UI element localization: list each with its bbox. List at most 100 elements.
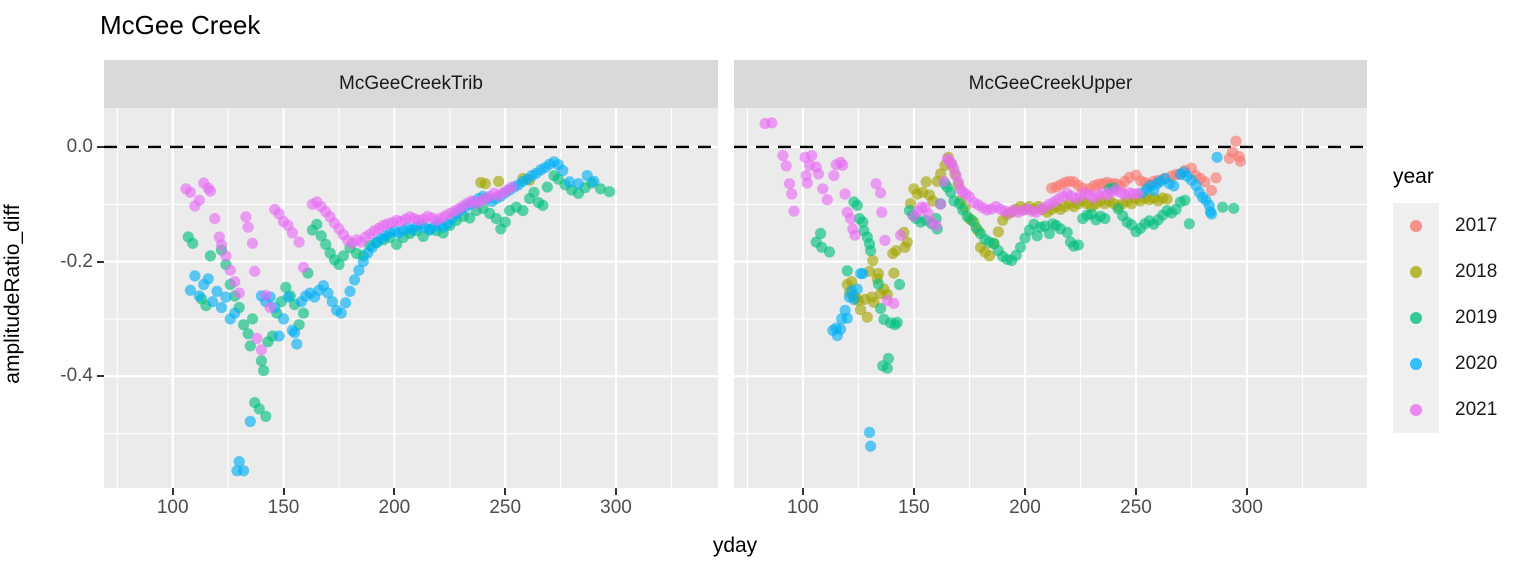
legend-dot-icon xyxy=(1410,266,1422,278)
data-point-2018 xyxy=(1161,193,1173,205)
data-point-2019 xyxy=(594,183,607,195)
data-point-2021 xyxy=(184,186,196,198)
data-point-2019 xyxy=(603,186,615,198)
data-point-2021 xyxy=(229,276,241,288)
data-point-2021 xyxy=(876,206,888,218)
data-point-2021 xyxy=(783,178,796,190)
data-point-2019 xyxy=(255,355,267,367)
legend-label: 2021 xyxy=(1455,399,1498,420)
facet-strip-left-label: McGeeCreekTrib xyxy=(339,73,483,94)
data-point-2019 xyxy=(851,199,863,211)
data-point-2021 xyxy=(879,234,891,246)
data-point-2021 xyxy=(220,250,232,262)
data-point-2020 xyxy=(1168,180,1180,192)
data-point-2020 xyxy=(1204,206,1216,218)
data-point-2021 xyxy=(193,194,205,206)
data-point-2019 xyxy=(490,213,502,225)
scatter-panel-trib xyxy=(104,108,718,488)
data-point-2021 xyxy=(780,160,792,172)
data-point-2020 xyxy=(189,270,201,282)
y-tick-label: 0.0 xyxy=(66,135,93,157)
legend-dot-icon xyxy=(1410,220,1422,232)
data-point-2021 xyxy=(249,265,261,277)
data-point-2019 xyxy=(333,258,345,271)
data-point-2020 xyxy=(273,330,285,342)
legend-key xyxy=(1393,295,1439,341)
data-point-2021 xyxy=(839,188,851,200)
data-point-2019 xyxy=(1217,201,1229,213)
data-point-2021 xyxy=(766,117,778,129)
data-point-2021 xyxy=(788,205,800,217)
data-point-2017 xyxy=(1234,155,1246,167)
data-point-2019 xyxy=(187,237,199,249)
y-tick-mark xyxy=(97,145,104,148)
data-point-2019 xyxy=(1031,230,1043,242)
x-tick-label: 100 xyxy=(156,497,189,518)
data-point-2019 xyxy=(1061,226,1073,238)
x-tick-label: 150 xyxy=(898,497,930,518)
facet-strip-right: McGeeCreekUpper xyxy=(734,60,1367,108)
facet-strip-left: McGeeCreekTrib xyxy=(104,60,718,108)
data-point-2021 xyxy=(806,150,818,162)
data-point-2019 xyxy=(945,186,957,198)
data-point-2020 xyxy=(857,268,869,280)
data-point-2020 xyxy=(348,274,361,286)
data-point-2018 xyxy=(920,176,932,188)
data-point-2019 xyxy=(253,403,265,415)
data-point-2021 xyxy=(895,229,907,241)
data-point-2019 xyxy=(499,216,511,228)
data-point-2021 xyxy=(297,261,310,273)
data-point-2017 xyxy=(1210,172,1222,184)
legend-dot-icon xyxy=(1410,404,1422,416)
data-point-2020 xyxy=(835,323,847,335)
data-point-2020 xyxy=(572,178,584,190)
data-point-2019 xyxy=(1099,213,1111,225)
data-point-2020 xyxy=(326,296,338,308)
legend-key xyxy=(1393,203,1439,249)
x-tick-label: 300 xyxy=(600,497,632,518)
data-point-2019 xyxy=(464,212,476,224)
data-point-2018 xyxy=(983,250,995,262)
data-point-2019 xyxy=(815,227,827,240)
panel-svg xyxy=(104,108,718,488)
x-tick-mark xyxy=(912,488,915,495)
data-point-2021 xyxy=(246,237,259,249)
plot-title: McGee Creek xyxy=(100,10,261,40)
data-point-2020 xyxy=(563,176,576,188)
x-tick-label: 250 xyxy=(489,497,522,518)
data-point-2017 xyxy=(1230,135,1242,147)
data-point-2019 xyxy=(238,319,250,331)
data-point-2019 xyxy=(872,278,884,290)
data-point-2021 xyxy=(786,188,798,200)
data-point-2021 xyxy=(224,264,236,276)
data-point-2020 xyxy=(344,285,356,297)
data-point-2020 xyxy=(289,327,301,339)
x-tick-mark xyxy=(615,488,618,495)
data-point-2019 xyxy=(528,186,540,198)
data-point-2021 xyxy=(293,236,305,248)
y-tick-mark xyxy=(97,375,104,378)
data-point-2019 xyxy=(865,245,877,257)
data-point-2019 xyxy=(246,313,259,325)
data-point-2019 xyxy=(857,216,869,228)
data-point-2021 xyxy=(233,287,245,299)
data-point-2019 xyxy=(841,265,853,277)
x-tick-mark xyxy=(282,488,285,495)
data-point-2020 xyxy=(340,297,352,309)
x-tick-mark xyxy=(1246,488,1249,495)
data-point-2020 xyxy=(588,175,600,187)
data-point-2018 xyxy=(867,254,879,267)
data-point-2021 xyxy=(260,289,272,301)
data-point-2019 xyxy=(244,340,256,352)
legend-title: year xyxy=(1393,165,1434,188)
data-point-2018 xyxy=(890,245,902,257)
legend-label: 2017 xyxy=(1455,215,1498,236)
data-point-2019 xyxy=(320,238,332,250)
data-point-2020 xyxy=(184,284,196,296)
data-point-2017 xyxy=(1199,176,1211,188)
data-point-2020 xyxy=(841,312,853,324)
data-point-2020 xyxy=(215,301,228,314)
x-tick-mark xyxy=(1023,488,1026,495)
x-tick-mark xyxy=(393,488,396,495)
data-point-2018 xyxy=(479,178,491,190)
